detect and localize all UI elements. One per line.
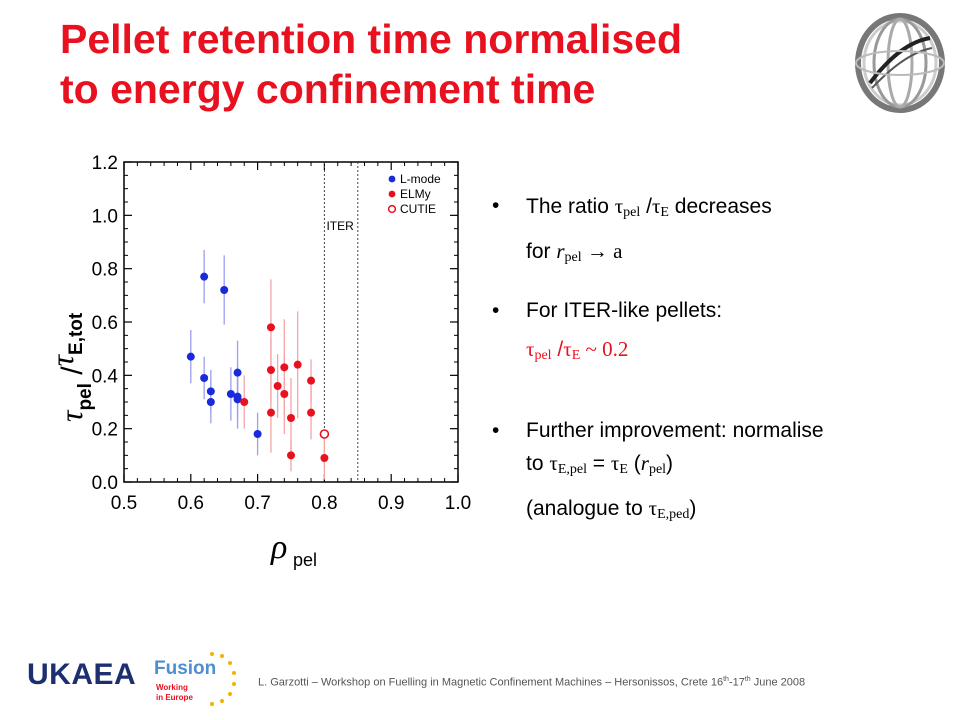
data-point-cutie xyxy=(319,429,330,439)
legend-marker xyxy=(388,175,396,183)
y-tick-label: 0.8 xyxy=(92,260,118,281)
data-point-l-mode xyxy=(220,286,229,294)
data-point-elmy xyxy=(293,360,302,369)
footer-citation: L. Garzotti – Workshop on Fuelling in Ma… xyxy=(258,676,806,689)
data-point-l-mode xyxy=(206,387,215,396)
x-tick-label: 0.5 xyxy=(111,493,137,514)
y-axis-label: τpel /τE,tot xyxy=(44,312,96,422)
y-tick-label: 0.0 xyxy=(92,473,118,494)
x-axis-label: ρ xyxy=(270,529,287,566)
x-tick-label: 0.9 xyxy=(378,493,404,514)
y-axis-label-part: τ xyxy=(44,353,80,366)
fusion-logo: Fusion Working in Europe xyxy=(154,652,236,706)
y-tick-label: 1.0 xyxy=(92,206,118,227)
bullet-improvement: • Further improvement: normalise to τE,p… xyxy=(492,415,942,531)
y-tick-label: 0.2 xyxy=(92,420,118,441)
data-point-elmy xyxy=(266,323,275,332)
bullet-ratio: • The ratio τpel /τE decreases for rpel … xyxy=(492,190,942,295)
y-axis-label-part: E,tot xyxy=(66,312,87,355)
x-tick-label: 0.7 xyxy=(244,493,270,514)
fusion-word: Fusion xyxy=(154,658,216,679)
bullet-iter-line1: For ITER-like pellets: xyxy=(526,299,723,322)
data-point-l-mode xyxy=(233,392,242,401)
data-point-elmy xyxy=(280,390,289,398)
x-tick-label: 0.6 xyxy=(178,493,204,514)
bullet-ratio-line1: The ratio τpel /τE decreases xyxy=(526,194,772,220)
legend-label: CUTIE xyxy=(400,202,436,216)
data-point-elmy xyxy=(240,398,249,406)
bullet-iter-line2: τpel /τE ~ 0.2 xyxy=(526,337,629,363)
legend-marker xyxy=(387,204,397,214)
data-point-elmy xyxy=(320,454,329,462)
data-point-l-mode xyxy=(200,374,209,382)
bullet-improvement-line2: to τE,pel = τE (rpel) xyxy=(526,451,674,477)
y-axis-label-part: τ xyxy=(53,409,89,422)
tokamak-logo-icon xyxy=(855,13,945,113)
data-point-elmy xyxy=(266,408,275,417)
fusion-tag-2: in Europe xyxy=(156,693,193,702)
bullet-dot: • xyxy=(492,419,500,442)
title-line-1: Pellet retention time normalised xyxy=(60,16,682,62)
legend-marker xyxy=(388,190,396,198)
bullet-iter: • For ITER-like pellets: τpel /τE ~ 0.2 xyxy=(492,295,942,415)
data-point-elmy xyxy=(307,376,316,385)
bullet-list: • The ratio τpel /τE decreases for rpel … xyxy=(492,190,942,531)
data-point-elmy xyxy=(307,408,316,417)
legend-label: ELMy xyxy=(400,187,431,201)
y-tick-label: 0.6 xyxy=(92,313,118,334)
data-point-l-mode xyxy=(233,368,242,377)
y-axis-label-text: τpel /τE,tot xyxy=(44,312,96,422)
y-axis-label-part: pel xyxy=(75,383,96,410)
title-line-2: to energy confinement time xyxy=(60,66,596,112)
data-point-l-mode xyxy=(253,430,262,438)
data-point-elmy xyxy=(266,366,275,374)
data-point-elmy xyxy=(280,363,289,372)
data-point-l-mode xyxy=(206,398,215,406)
bullet-improvement-line1: Further improvement: normalise xyxy=(526,419,824,442)
bullet-dot: • xyxy=(492,194,500,217)
eu-stars-icon xyxy=(210,652,236,706)
data-point-l-mode xyxy=(200,272,209,281)
y-tick-label: 0.4 xyxy=(92,366,119,387)
y-tick-label: 1.2 xyxy=(92,153,118,174)
data-point-l-mode xyxy=(186,352,195,361)
y-axis-label-part: / xyxy=(56,366,89,383)
ukaea-logo: UKAEA xyxy=(27,658,137,691)
x-tick-label: 0.8 xyxy=(311,493,337,514)
bullet-improvement-line3: (analogue to τE,ped) xyxy=(526,496,697,522)
vline-label-iter: ITER xyxy=(326,219,354,233)
x-tick-label: 1.0 xyxy=(445,493,471,514)
data-point-elmy xyxy=(287,451,295,460)
bullet-ratio-line2: for rpel → a xyxy=(526,239,623,265)
data-point-l-mode xyxy=(226,390,235,398)
bullet-dot: • xyxy=(492,299,500,322)
legend-label: L-mode xyxy=(400,172,441,186)
x-axis-label-sub: pel xyxy=(293,550,317,570)
scatter-chart: 0.5 0.6 0.7 0.8 0.9 1.0 0.0 0.2 0.4 0.6 0.8 1.0 1.2 I… xyxy=(44,153,471,570)
fusion-tag-1: Working xyxy=(156,683,188,692)
data-point-elmy xyxy=(273,382,282,390)
data-point-elmy xyxy=(287,414,295,422)
slide-title: Pellet retention time normalised to ener… xyxy=(60,14,820,114)
